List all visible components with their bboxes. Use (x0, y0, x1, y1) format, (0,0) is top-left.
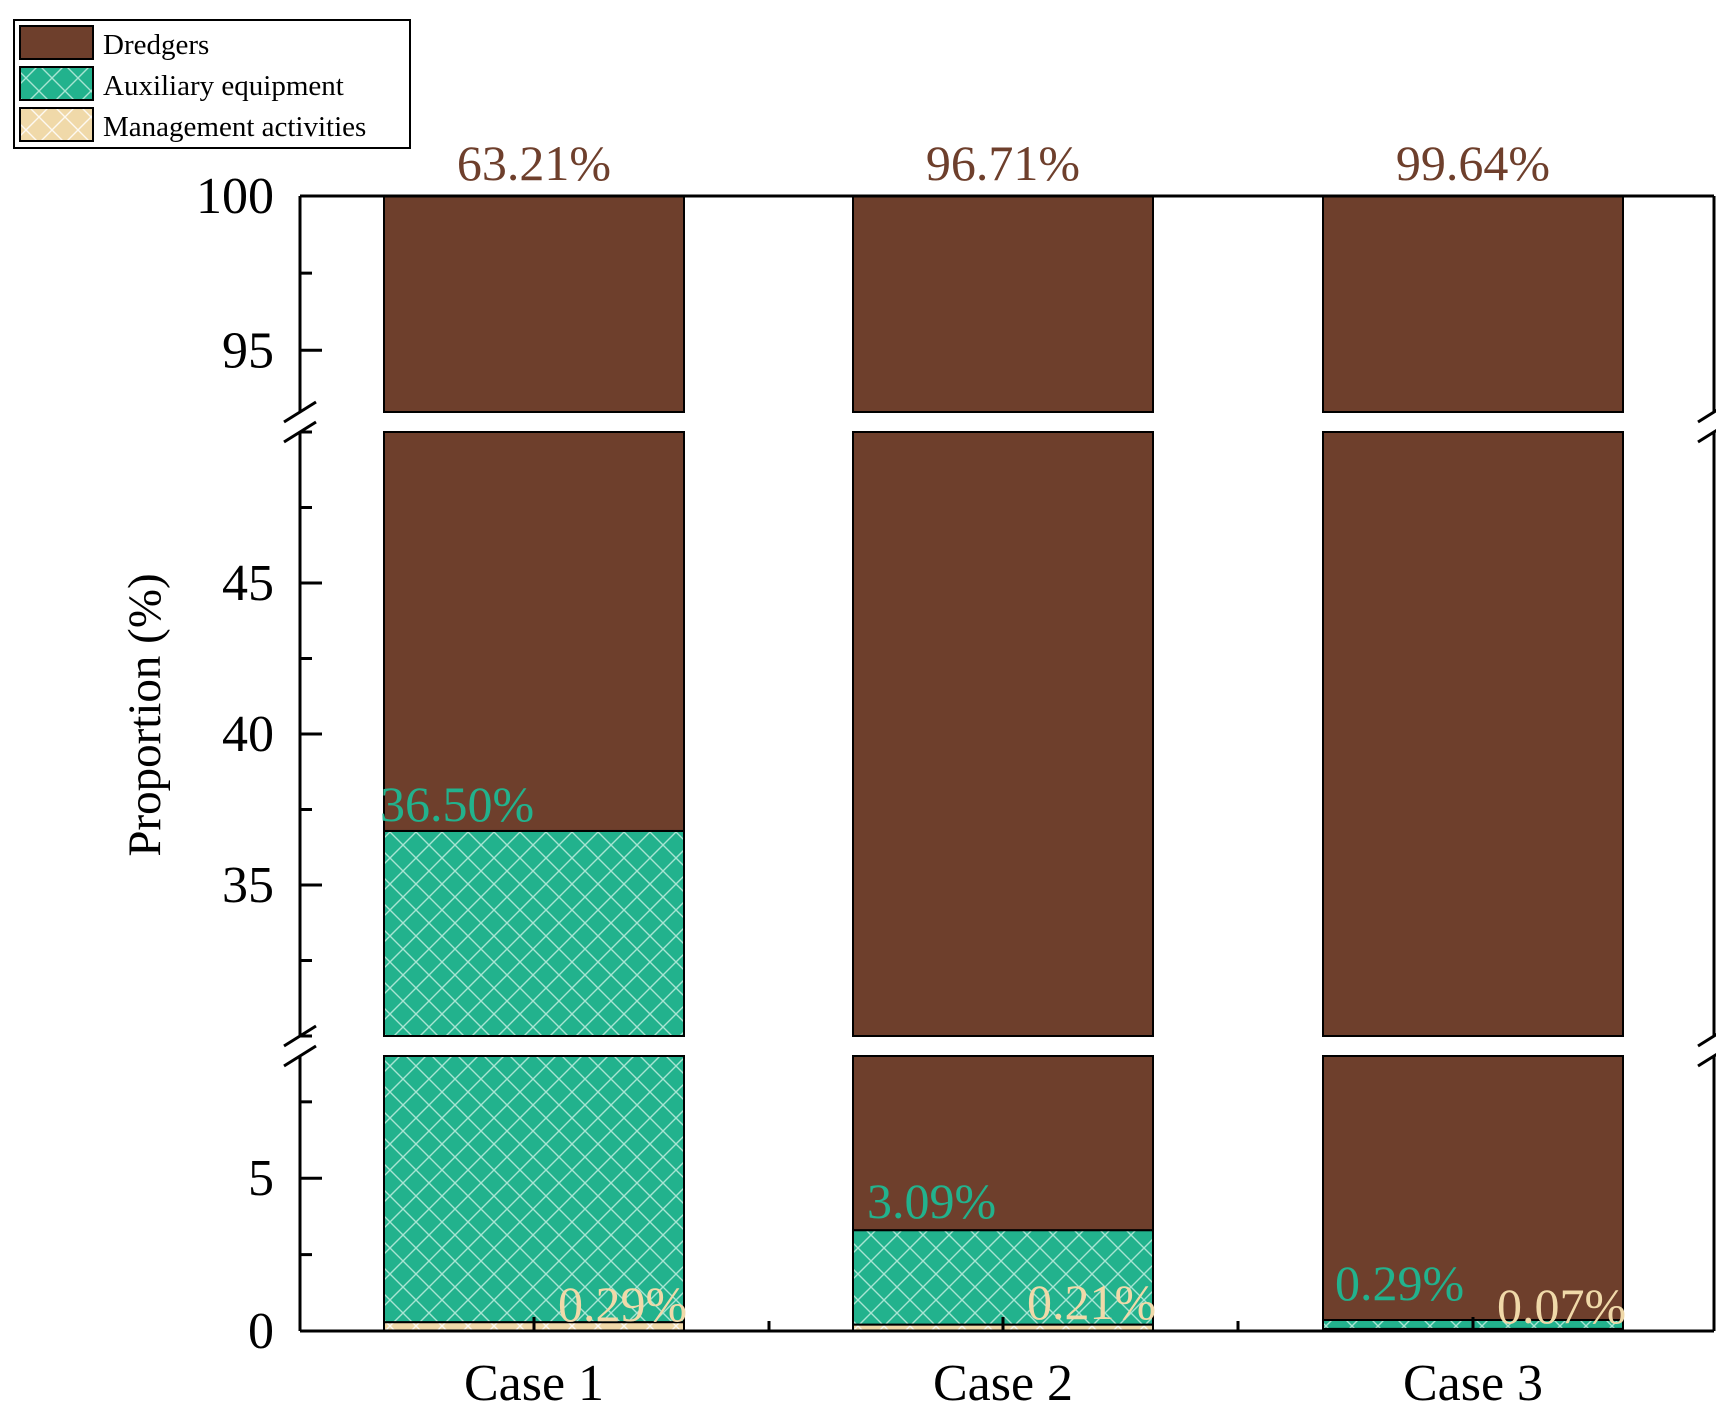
y-tick-label-35: 35 (222, 857, 274, 914)
axis-break-mark-0-1-1 (1697, 1032, 1716, 1048)
bar-dredgers-case-1-seg-1 (383, 431, 685, 832)
legend-label-management-activities: Management activities (103, 111, 366, 143)
data-label-dredgers-case-3: 99.64% (1396, 135, 1550, 191)
legend-label-dredgers: Dredgers (103, 29, 209, 61)
x-tick-label-case-2: Case 2 (933, 1355, 1073, 1406)
data-label-dredgers-case-2: 96.71% (926, 135, 1080, 191)
data-labels: 63.21% 96.71% 99.64% 36.50% 3.09% 0.29% 0.29% 0… (380, 135, 1626, 1334)
bar-dredgers-case-3-seg-1 (1322, 431, 1624, 1037)
bar-dredgers-case-2-seg-2 (852, 195, 1154, 413)
data-label-management-activities-case-2: 0.21% (1027, 1274, 1156, 1330)
y-axis-label: Proportion (%) (119, 573, 171, 856)
axis-break-mark-0-0-0 (283, 1044, 317, 1068)
data-label-auxiliary-equipment-case-2: 3.09% (867, 1173, 996, 1229)
data-label-dredgers-case-1: 63.21% (457, 135, 611, 191)
axis-break-mark-1-0-1 (1697, 428, 1716, 444)
x-tick-label-case-1: Case 1 (464, 1355, 604, 1406)
data-label-management-activities-case-1: 0.29% (558, 1276, 687, 1332)
bar-dredgers-case-2-seg-1 (852, 431, 1154, 1037)
bar-dredgers-case-1-seg-2 (383, 195, 685, 413)
y-tick-label-40: 40 (222, 706, 274, 763)
bar-dredgers-case-3-seg-2 (1322, 195, 1624, 413)
y-tick-label-45: 45 (222, 555, 274, 612)
y-tick-label-0: 0 (248, 1303, 274, 1360)
bar-dredgers-case-2-seg-0 (852, 1055, 1154, 1232)
bar-auxiliary-equipment-case-2-seg-0 (852, 1229, 1154, 1326)
y-tick-label-100: 100 (196, 168, 274, 225)
bars (383, 195, 1624, 1333)
axis-break-mark-1-1-1 (1697, 408, 1716, 424)
legend-label-auxiliary-equipment: Auxiliary equipment (103, 70, 344, 102)
data-label-management-activities-case-3: 0.07% (1497, 1278, 1626, 1334)
bar-dredgers-case-3-seg-0 (1322, 1055, 1624, 1321)
legend: Dredgers Auxiliary equipment Management … (13, 19, 411, 149)
x-tick-label-case-3: Case 3 (1403, 1355, 1543, 1406)
legend-swatch-auxiliary-equipment (19, 66, 94, 101)
y-tick-label-5: 5 (248, 1150, 274, 1207)
legend-swatch-dredgers (19, 25, 94, 60)
data-label-auxiliary-equipment-case-3: 0.29% (1335, 1255, 1464, 1311)
legend-swatch-management-activities (19, 107, 94, 142)
axes: 0 5 35 40 45 95 100 Case 1 Case 2 Case 3 (196, 168, 1716, 1406)
axis-break-mark-0-0-1 (1697, 1052, 1716, 1068)
axis-break-mark-1-1-0 (283, 400, 317, 424)
y-tick-label-95: 95 (222, 322, 274, 379)
bar-auxiliary-equipment-case-1-seg-1 (383, 829, 685, 1038)
data-label-auxiliary-equipment-case-1: 36.50% (380, 776, 534, 832)
